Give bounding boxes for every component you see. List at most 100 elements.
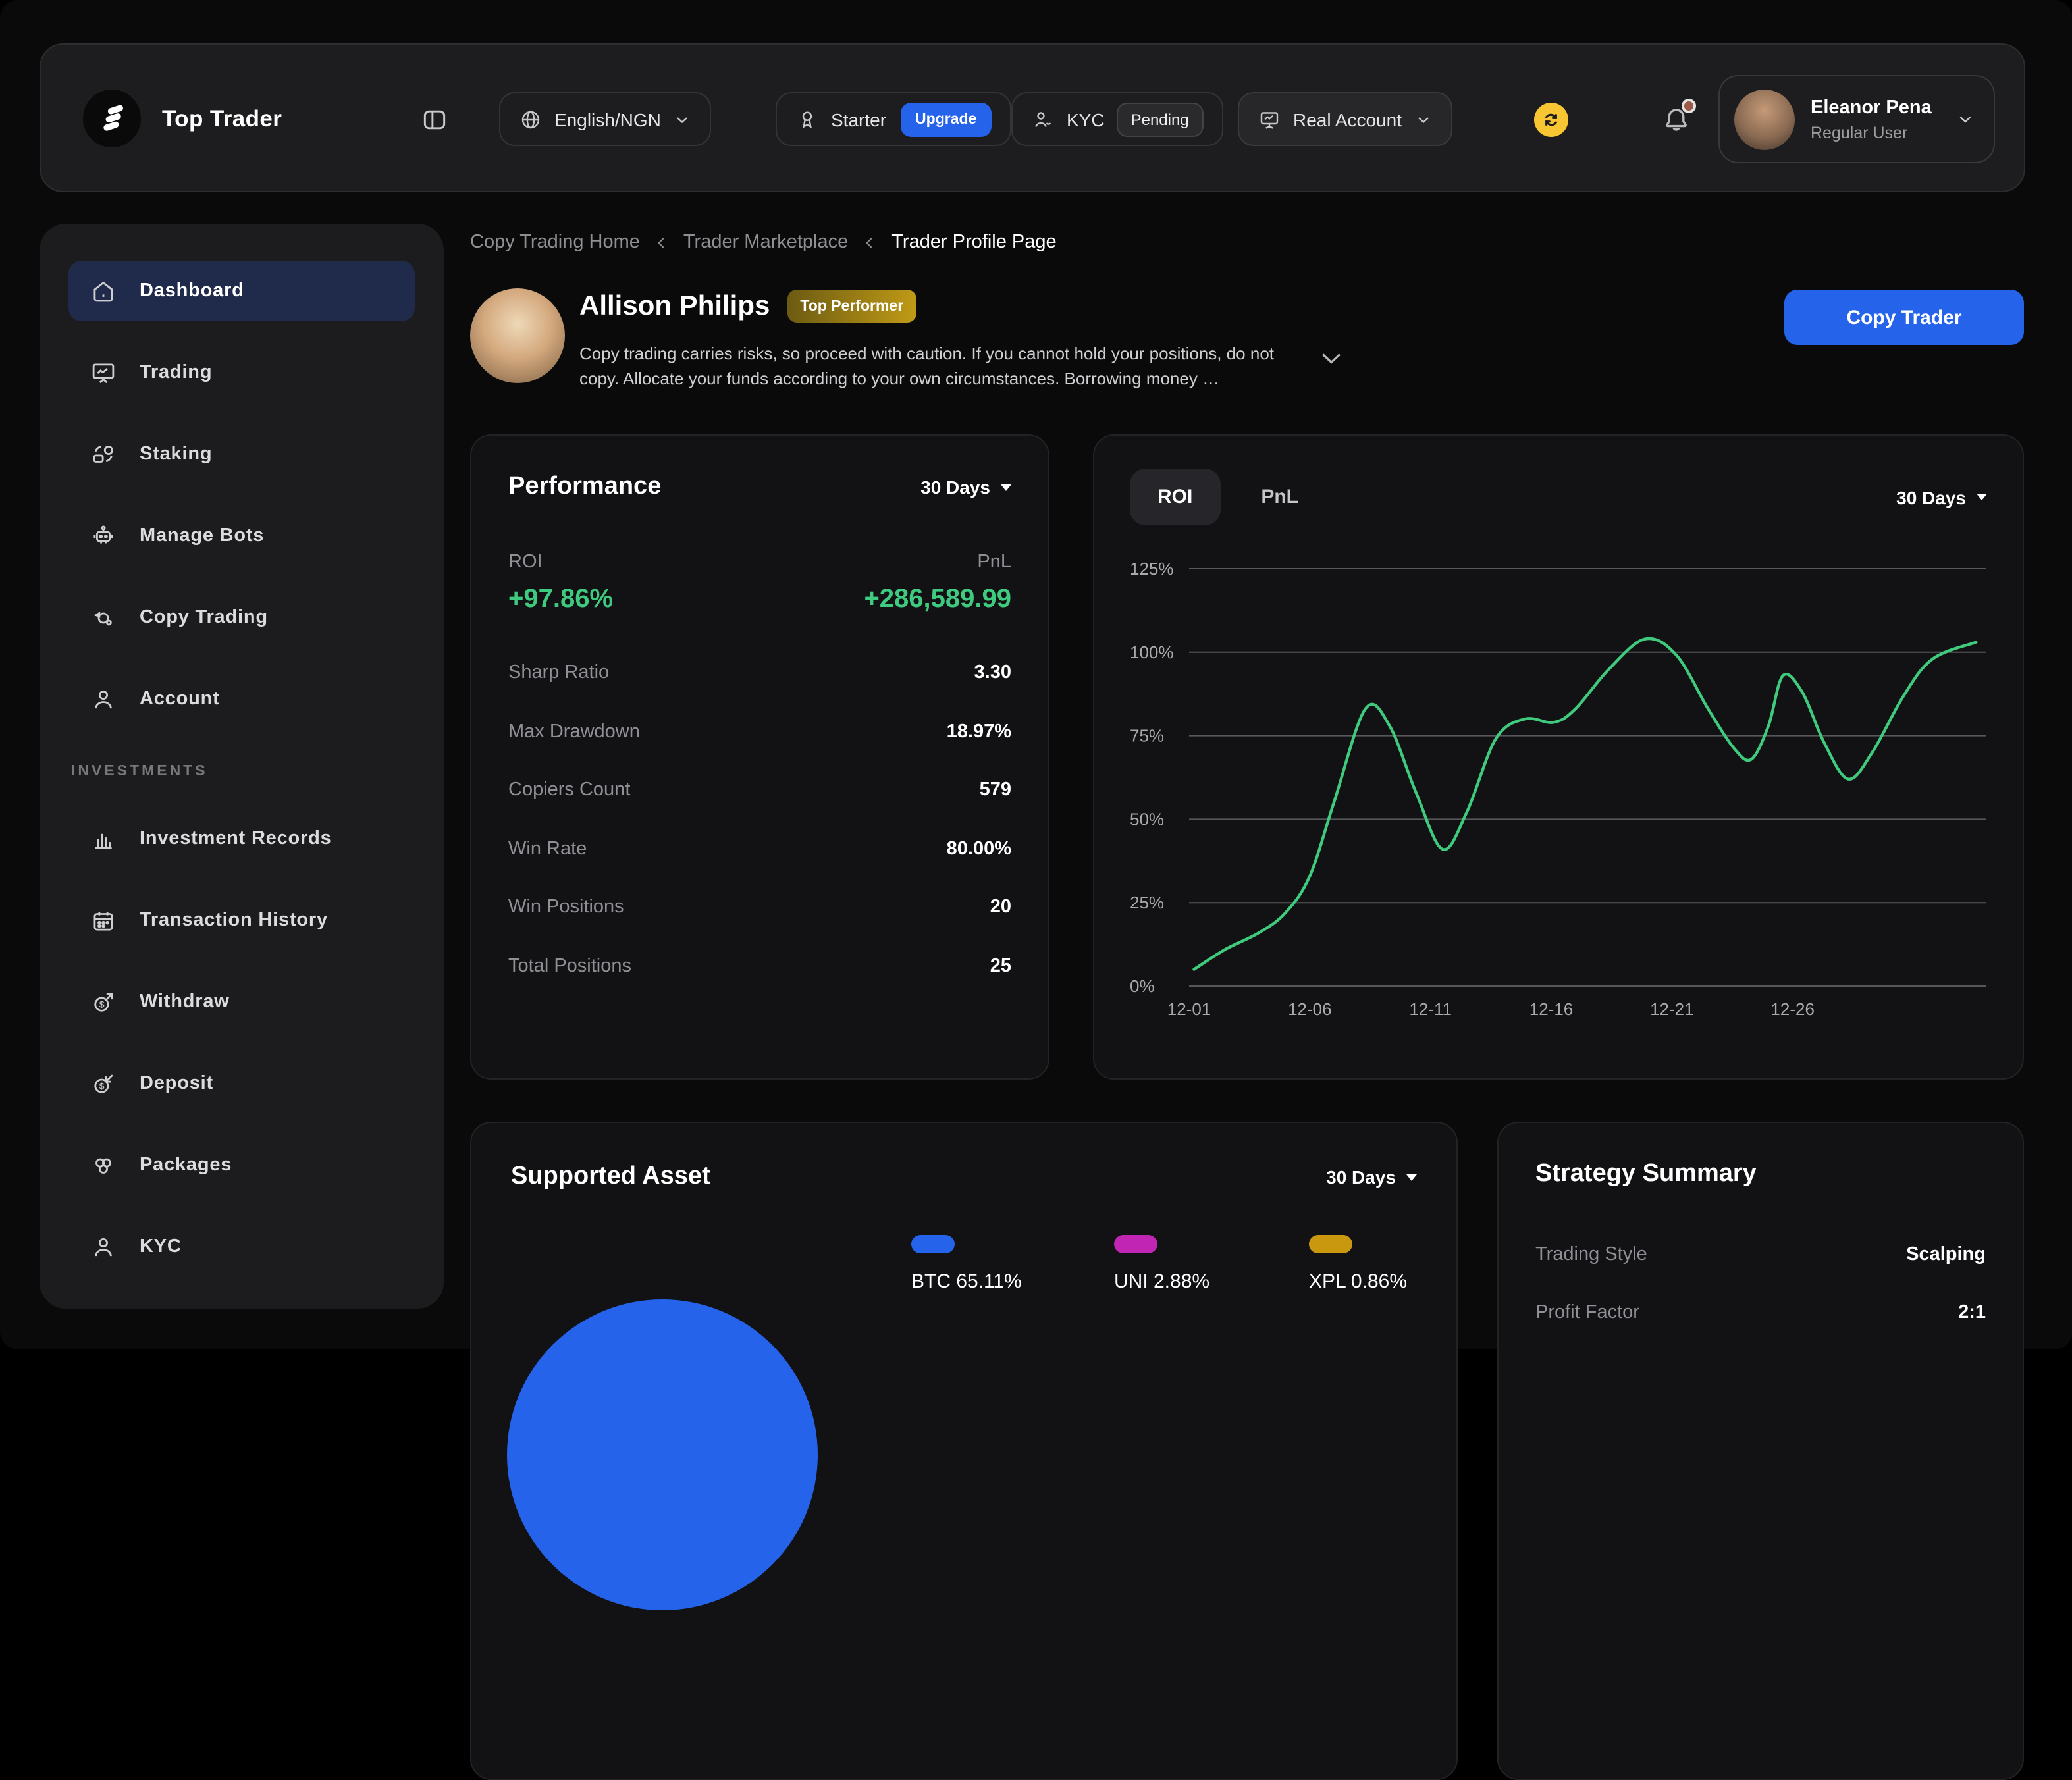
svg-text:12-11: 12-11 xyxy=(1409,999,1452,1019)
legend-item-uni: UNI 2.88% xyxy=(1114,1235,1209,1293)
sidebar-item-withdraw[interactable]: $ Withdraw xyxy=(68,972,415,1032)
svg-text:100%: 100% xyxy=(1130,642,1174,662)
stat-row-max-drawdown: Max Drawdown 18.97% xyxy=(508,721,1011,743)
legend-label-btc: BTC 65.11% xyxy=(911,1270,1022,1293)
refresh-icon xyxy=(1541,109,1562,130)
user-icon xyxy=(90,685,117,713)
notifications-button[interactable] xyxy=(1660,99,1696,136)
upgrade-button[interactable]: Upgrade xyxy=(901,102,992,136)
legend-item-btc: BTC 65.11% xyxy=(911,1235,1022,1293)
account-mode-selector[interactable]: Real Account xyxy=(1238,92,1452,146)
sidebar-nav: Dashboard Trading Staking xyxy=(40,224,444,1277)
language-selector[interactable]: English/NGN xyxy=(499,92,711,146)
user-avatar xyxy=(1734,89,1795,149)
sidebar-item-transaction-history[interactable]: Transaction History xyxy=(68,890,415,951)
home-icon xyxy=(90,277,117,305)
chevron-down-icon xyxy=(1955,109,1975,129)
performance-range-select[interactable]: 30 Days xyxy=(920,477,1011,498)
sidebar-item-dashboard[interactable]: Dashboard xyxy=(68,261,415,321)
kyc-status-badge: Pending xyxy=(1116,102,1204,136)
roi-label: ROI xyxy=(508,552,543,573)
trader-avatar xyxy=(470,288,565,383)
stat-row-win-rate: Win Rate 80.00% xyxy=(508,838,1011,860)
deposit-icon: $ xyxy=(90,1070,117,1097)
bar-chart-icon xyxy=(90,825,117,852)
sidebar: Dashboard Trading Staking xyxy=(40,224,444,1309)
svg-text:50%: 50% xyxy=(1130,809,1164,829)
sidebar-item-account[interactable]: Account xyxy=(68,669,415,729)
plan-pill[interactable]: Starter Upgrade xyxy=(776,92,1011,146)
kyc-user-icon xyxy=(90,1233,117,1261)
sidebar-item-deposit[interactable]: $ Deposit xyxy=(68,1053,415,1114)
notification-badge xyxy=(1682,99,1696,113)
svg-text:12-21: 12-21 xyxy=(1650,999,1694,1019)
user-menu[interactable]: Eleanor Pena Regular User xyxy=(1718,75,1995,163)
refresh-button[interactable] xyxy=(1534,103,1568,137)
copy-trader-button[interactable]: Copy Trader xyxy=(1784,290,2024,345)
packages-icon xyxy=(90,1151,117,1179)
dropdown-caret-icon xyxy=(1977,494,1987,500)
expand-disclaimer-chevron-icon[interactable] xyxy=(1317,344,1346,373)
roi-line-chart: 0% 25% 50% 75% 100% 125% 12-01 12-06 12-11 12-16 1… xyxy=(1130,559,1990,1035)
svg-text:12-26: 12-26 xyxy=(1770,999,1815,1019)
pnl-value: +286,589.99 xyxy=(864,585,1011,614)
svg-text:12-16: 12-16 xyxy=(1529,999,1574,1019)
sidebar-item-copy-trading[interactable]: Copy Trading xyxy=(68,587,415,648)
stat-row-total-positions: Total Positions 25 xyxy=(508,955,1011,977)
medal-icon xyxy=(795,107,819,131)
pnl-label: PnL xyxy=(977,552,1011,573)
performance-stats: Sharp Ratio 3.30 Max Drawdown 18.97% Cop… xyxy=(508,644,1011,995)
brand-name: Top Trader xyxy=(162,105,282,131)
chevron-down-icon xyxy=(673,110,691,128)
chart-tabs: ROI PnL xyxy=(1130,469,1326,525)
legend-chip-xpl xyxy=(1309,1235,1352,1253)
user-id-icon xyxy=(1031,107,1055,131)
plan-label: Starter xyxy=(831,109,887,130)
chart-board-icon xyxy=(90,359,117,386)
kyc-label: KYC xyxy=(1067,109,1105,130)
sidebar-item-investment-records[interactable]: Investment Records xyxy=(68,808,415,869)
chevron-down-icon xyxy=(1414,110,1432,128)
supported-asset-title: Supported Asset xyxy=(511,1163,710,1190)
svg-text:75%: 75% xyxy=(1130,726,1164,746)
stat-row-sharp-ratio: Sharp Ratio 3.30 xyxy=(508,662,1011,684)
calendar-icon xyxy=(90,906,117,934)
dropdown-caret-icon xyxy=(1406,1174,1417,1180)
sidebar-item-staking[interactable]: Staking xyxy=(68,424,415,484)
strategy-title: Strategy Summary xyxy=(1535,1160,1757,1188)
svg-text:12-01: 12-01 xyxy=(1167,999,1211,1019)
tab-pnl[interactable]: PnL xyxy=(1261,486,1299,508)
account-mode-label: Real Account xyxy=(1293,109,1402,130)
trader-name-row: Allison Philips Top Performer xyxy=(579,290,917,323)
sidebar-item-packages[interactable]: Packages xyxy=(68,1135,415,1195)
svg-text:$: $ xyxy=(99,999,105,1009)
kyc-pill[interactable]: KYC Pending xyxy=(1011,92,1223,146)
sidebar-item-kyc[interactable]: KYC xyxy=(68,1217,415,1277)
tab-roi[interactable]: ROI xyxy=(1130,469,1221,525)
breadcrumb: Copy Trading Home Trader Marketplace Tra… xyxy=(470,232,1057,253)
dropdown-caret-icon xyxy=(1001,484,1011,490)
sidebar-item-manage-bots[interactable]: Manage Bots xyxy=(68,506,415,566)
breadcrumb-trader-marketplace[interactable]: Trader Marketplace xyxy=(683,232,849,253)
trader-name: Allison Philips xyxy=(579,290,770,321)
user-role: Regular User xyxy=(1811,123,1908,142)
user-names: Eleanor Pena Regular User xyxy=(1811,97,1940,142)
asset-range-select[interactable]: 30 Days xyxy=(1326,1166,1417,1188)
brand: Top Trader xyxy=(83,90,282,147)
performance-title: Performance xyxy=(508,473,662,500)
breadcrumb-copy-trading-home[interactable]: Copy Trading Home xyxy=(470,232,640,253)
performance-metrics: ROI +97.86% PnL +286,589.99 xyxy=(508,552,1011,615)
stat-row-copiers-count: Copiers Count 579 xyxy=(508,779,1011,801)
chevron-left-icon xyxy=(861,234,878,251)
sidebar-toggle-icon[interactable] xyxy=(420,105,449,134)
chart-range-select[interactable]: 30 Days xyxy=(1896,486,1987,508)
strategy-row-profit-factor: Profit Factor 2:1 xyxy=(1535,1302,1986,1323)
strategy-summary-card: Strategy Summary Trading Style Scalping … xyxy=(1497,1122,2024,1780)
sidebar-item-trading[interactable]: Trading xyxy=(68,342,415,403)
performance-card: Performance 30 Days ROI +97.86% PnL +286… xyxy=(470,434,1049,1080)
app-logo-icon xyxy=(83,90,141,147)
staking-swap-icon xyxy=(90,440,117,468)
chevron-left-icon xyxy=(653,234,670,251)
top-performer-badge: Top Performer xyxy=(787,290,917,323)
svg-text:125%: 125% xyxy=(1130,561,1174,579)
